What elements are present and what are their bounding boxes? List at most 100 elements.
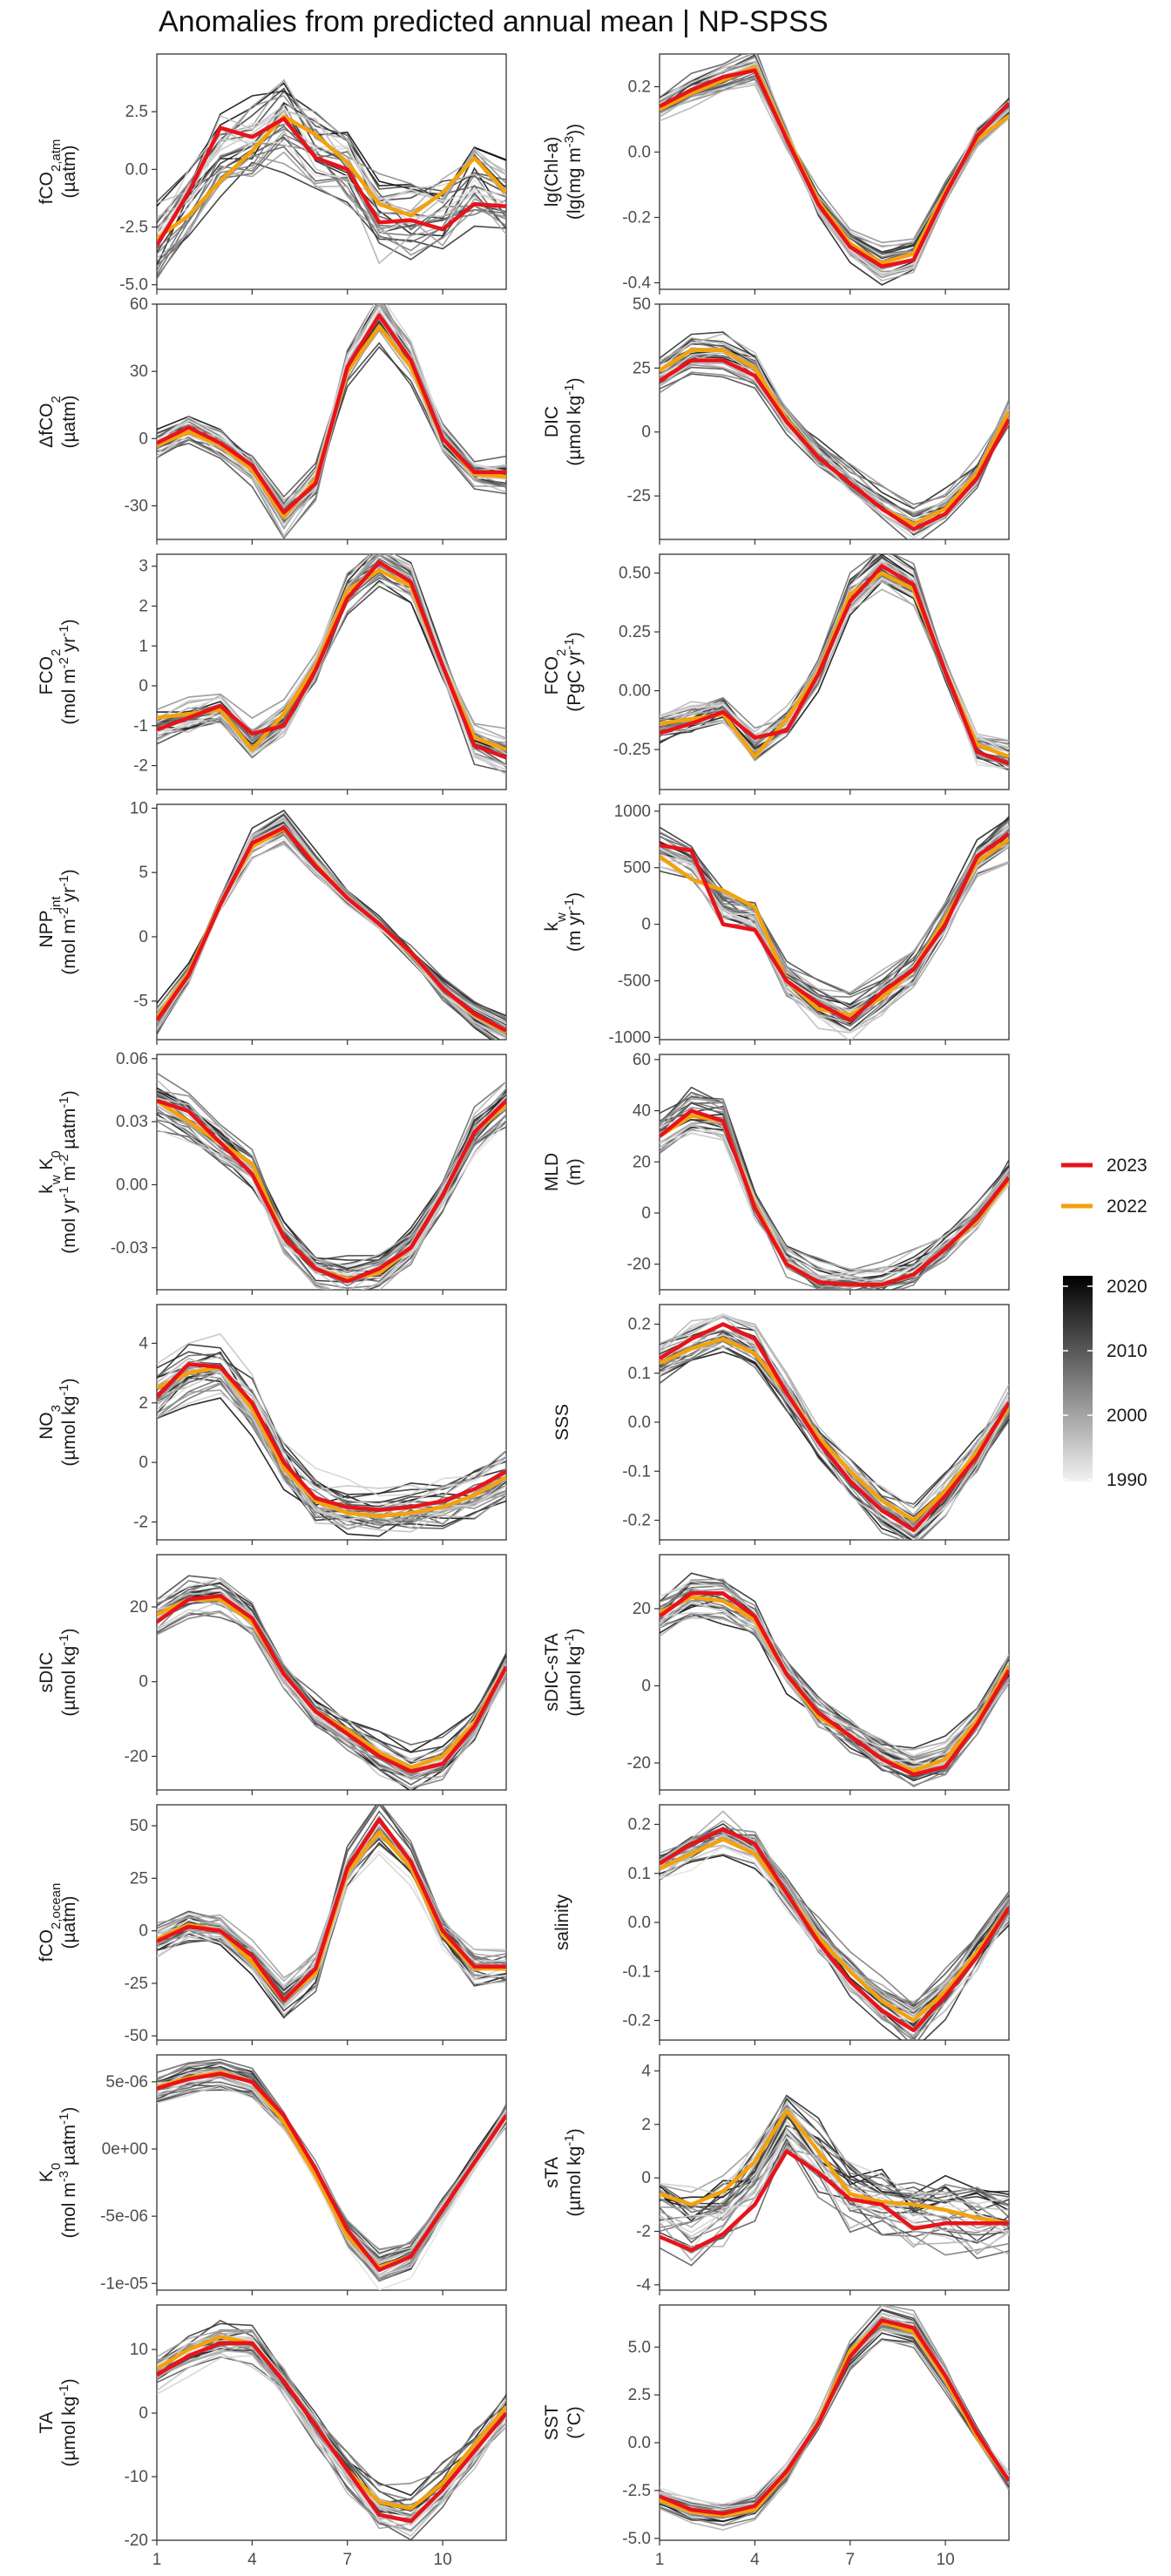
series-line-2023 (660, 1591, 1009, 1777)
y-tick-label: -0.2 (622, 2012, 651, 2030)
ensemble-line (660, 351, 1009, 521)
ensemble-line (157, 105, 506, 204)
legend-label-2022: 2022 (1107, 1196, 1147, 1217)
y-axis-label-part: (µatm) (59, 1895, 79, 1949)
y-axis-label-part: m (59, 1166, 79, 1186)
series-line-2023 (157, 2071, 506, 2273)
y-tick-label: -2 (636, 2223, 651, 2241)
ensemble-line (157, 1332, 506, 1497)
ensemble-line (157, 1352, 506, 1515)
series-line-2023 (157, 1098, 506, 1284)
y-axis-label-part: K (37, 1158, 57, 1176)
y-axis-label-part: -1 (562, 383, 577, 395)
y-axis-label-part: (lg(mg m (565, 147, 585, 220)
y-axis-label-part: 0 (49, 2163, 64, 2170)
y-axis-label-part: sDIC-sTA (542, 1633, 562, 1711)
panel-fco2ocean: 50 25 0 -25 -50 fCO2,ocean(µatm) (37, 1804, 507, 2045)
y-tick-label: -30 (125, 497, 148, 515)
panel-frame (156, 2054, 507, 2291)
ensemble-line (660, 1844, 1009, 2038)
ensemble-line (157, 1820, 506, 1987)
colorbar-label-2020: 2020 (1107, 1277, 1147, 1297)
y-tick-label: 0 (139, 1673, 148, 1691)
y-tick-label: 0.2 (628, 78, 651, 97)
y-tick-label: 0 (641, 916, 651, 934)
lines-group (157, 1805, 506, 2019)
ensemble-line (157, 2343, 506, 2532)
ensemble-line (157, 151, 506, 267)
lines-group (660, 2094, 1009, 2267)
ensemble-line (157, 2349, 506, 2537)
ensemble-line (660, 2120, 1009, 2236)
y-axis-label-part: -1 (57, 1384, 71, 1395)
y-axis-label-part: 2 (49, 649, 64, 656)
ensemble-line (660, 2142, 1009, 2256)
y-tick-label: 1000 (614, 803, 651, 821)
y-tick-label: -0.03 (111, 1239, 148, 1257)
y-tick-label: -20 (125, 1747, 148, 1766)
y-tick-label: 25 (633, 359, 651, 377)
y-axis-label: lg(Chl-a) (lg(mg m-3)) (542, 124, 585, 220)
y-tick-label: 25 (130, 1869, 148, 1888)
y-tick-label: 0.0 (125, 160, 148, 179)
y-tick-label: 20 (633, 1600, 651, 1618)
lines-group (157, 2319, 506, 2540)
y-axis-label-part: µatm (59, 1108, 79, 1155)
y-tick-label: 2 (139, 1394, 148, 1413)
y-axis-label-part: yr (59, 887, 79, 907)
y-axis-label-part: -1 (57, 1634, 71, 1645)
y-tick-label: -0.2 (622, 209, 651, 227)
y-axis-label-part: -1 (57, 625, 71, 636)
y-tick-label: -500 (618, 973, 651, 991)
ensemble-line (157, 1351, 506, 1499)
ensemble-line (660, 1334, 1009, 1540)
panel-dfco2: 60 30 0 -30 ΔfCO2(µatm) (37, 295, 507, 545)
y-axis-label-part: 2 (554, 649, 569, 656)
ensemble-line (660, 1611, 1009, 1757)
y-axis-label-part: (µmol kg (565, 1646, 585, 1717)
y-tick-label: -0.25 (613, 741, 651, 759)
y-axis-label-part: fCO (37, 172, 57, 204)
y-tick-label: 500 (623, 859, 651, 878)
y-tick-label: -0.4 (622, 275, 651, 293)
y-axis-label-part: K (37, 2170, 57, 2182)
y-tick-label: 0 (641, 2169, 651, 2187)
y-tick-label: 0e+00 (102, 2140, 148, 2159)
ensemble-line (157, 2355, 506, 2518)
y-tick-label: 0.0 (628, 1413, 651, 1432)
lines-group (660, 1572, 1009, 1788)
panel-fco2pg: 0.50 0.25 0.00 -0.25 FCO2(PgC yr-1) (542, 553, 1010, 795)
y-tick-label: -25 (125, 1975, 148, 1993)
y-tick-label: 5e-06 (105, 2073, 148, 2091)
ensemble-line (660, 1820, 1009, 2003)
y-axis-label-part: -1 (562, 1634, 577, 1645)
y-axis-label-part: SST (542, 2404, 562, 2440)
series-line-2023 (660, 564, 1009, 766)
lines-group (157, 1332, 506, 1537)
y-axis-label-part: )) (565, 124, 585, 136)
y-tick-label: -10 (125, 2468, 148, 2486)
lines-group (157, 554, 506, 776)
series-line-2022 (660, 1837, 1009, 2023)
y-axis-label-part: ) (565, 632, 585, 638)
ensemble-line (157, 1392, 506, 1529)
y-tick-label: -5.0 (119, 276, 148, 295)
y-axis-label: sTA (µmol kg-1) (542, 2128, 585, 2216)
lines-group (157, 78, 506, 280)
y-axis-label-part: (m yr (565, 910, 585, 952)
ensemble-line (660, 2338, 1009, 2510)
y-tick-label: -2 (133, 1513, 148, 1531)
y-axis-label: SSS (552, 1404, 572, 1441)
y-axis-label-part: 2,atm (49, 139, 64, 173)
ensemble-line (660, 2340, 1009, 2509)
y-axis-label-part: (µmol kg (59, 1396, 79, 1467)
y-axis-label-part: ) (565, 377, 585, 383)
y-tick-label: -2 (133, 757, 148, 776)
panel-no3: 4 2 0 -2 NO3(µmol kg-1) (37, 1304, 507, 1545)
series-line-2023 (157, 1593, 506, 1773)
colorbar-label-2010: 2010 (1107, 1341, 1147, 1361)
y-tick-label: 0 (641, 1204, 651, 1223)
series-line-2023 (157, 313, 506, 515)
ensemble-line (660, 588, 1009, 767)
panel-sta: 4 2 0 -2 -4 sTA (µmol kg-1) (542, 2054, 1010, 2295)
